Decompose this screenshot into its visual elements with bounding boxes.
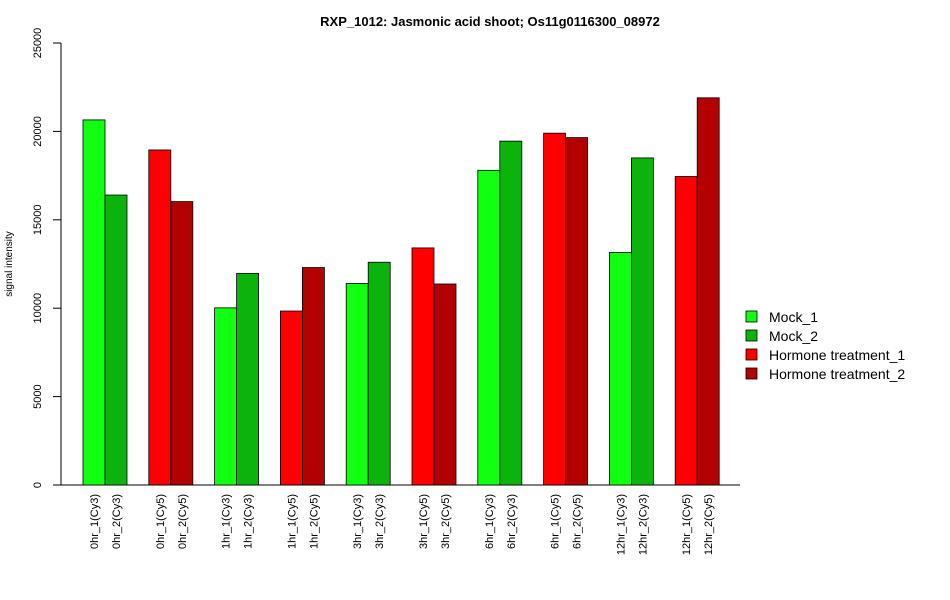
bar <box>367 261 391 486</box>
x-tick-label: 0hr_2(Cy5) <box>177 494 189 549</box>
y-tick-label: 20000 <box>32 116 44 147</box>
x-tick-label: 1hr_2(Cy5) <box>308 494 320 549</box>
x-tick-label: 0hr_1(Cy3) <box>89 494 101 549</box>
legend-swatch <box>745 310 758 323</box>
y-tick-label: 10000 <box>32 293 44 324</box>
x-tick-label: 3hr_1(Cy3) <box>352 494 364 549</box>
y-tick-label: 15000 <box>32 205 44 236</box>
y-axis-ticks: 0 5000 10000 15000 20000 25000 <box>32 28 61 488</box>
x-tick-label: 0hr_1(Cy5) <box>155 494 167 549</box>
bars-group <box>82 97 720 486</box>
legend-swatch <box>745 329 758 342</box>
legend-label: Mock_2 <box>769 328 818 344</box>
bar <box>104 194 128 486</box>
y-tick-label: 25000 <box>32 28 44 59</box>
bar <box>696 97 720 486</box>
bar <box>543 132 566 486</box>
legend-label: Mock_1 <box>769 309 818 325</box>
bar <box>301 267 325 486</box>
bar <box>345 283 369 486</box>
bar <box>82 119 106 486</box>
x-axis-tick-labels: 0hr_1(Cy3) 0hr_2(Cy3) 0hr_1(Cy5) 0hr_2(Cy5)… <box>89 494 715 555</box>
bar <box>609 252 632 486</box>
bar <box>170 201 194 486</box>
bar <box>411 247 435 486</box>
bar <box>433 283 457 486</box>
bar <box>214 307 238 486</box>
y-axis-label: signal intensity <box>4 231 15 297</box>
legend: Mock_1 Mock_2 Hormone treatment_1 Hormone t… <box>745 309 905 382</box>
x-tick-label: 3hr_2(Cy3) <box>374 494 386 549</box>
x-tick-label: 1hr_2(Cy3) <box>243 494 255 549</box>
legend-label: Hormone treatment_2 <box>769 366 905 382</box>
x-tick-label: 6hr_2(Cy3) <box>506 494 518 549</box>
bar <box>499 140 523 486</box>
y-tick-label: 0 <box>32 482 44 488</box>
bar <box>674 176 698 486</box>
x-tick-label: 6hr_2(Cy5) <box>572 494 584 549</box>
bar <box>236 272 260 486</box>
x-tick-label: 1hr_1(Cy3) <box>221 494 233 549</box>
bar <box>148 149 172 486</box>
bar <box>631 157 654 486</box>
bar <box>565 137 588 486</box>
x-tick-label: 3hr_1(Cy5) <box>418 494 430 549</box>
legend-swatch <box>745 367 758 380</box>
x-tick-label: 6hr_1(Cy5) <box>550 494 562 549</box>
bar <box>477 169 501 486</box>
x-tick-label: 3hr_2(Cy5) <box>440 494 452 549</box>
legend-label: Hormone treatment_1 <box>769 347 905 363</box>
x-tick-label: 12hr_1(Cy3) <box>615 494 627 555</box>
x-tick-label: 6hr_1(Cy3) <box>484 494 496 549</box>
bar <box>279 310 303 486</box>
x-tick-label: 12hr_2(Cy5) <box>703 494 715 555</box>
x-tick-label: 12hr_2(Cy3) <box>637 494 649 555</box>
x-tick-label: 1hr_1(Cy5) <box>286 494 298 549</box>
legend-swatch <box>745 348 758 361</box>
y-tick-label: 5000 <box>32 384 44 408</box>
x-tick-label: 0hr_2(Cy3) <box>111 494 123 549</box>
x-tick-label: 12hr_1(Cy5) <box>681 494 693 555</box>
chart-title: RXP_1012: Jasmonic acid shoot; Os11g0116… <box>320 14 660 29</box>
